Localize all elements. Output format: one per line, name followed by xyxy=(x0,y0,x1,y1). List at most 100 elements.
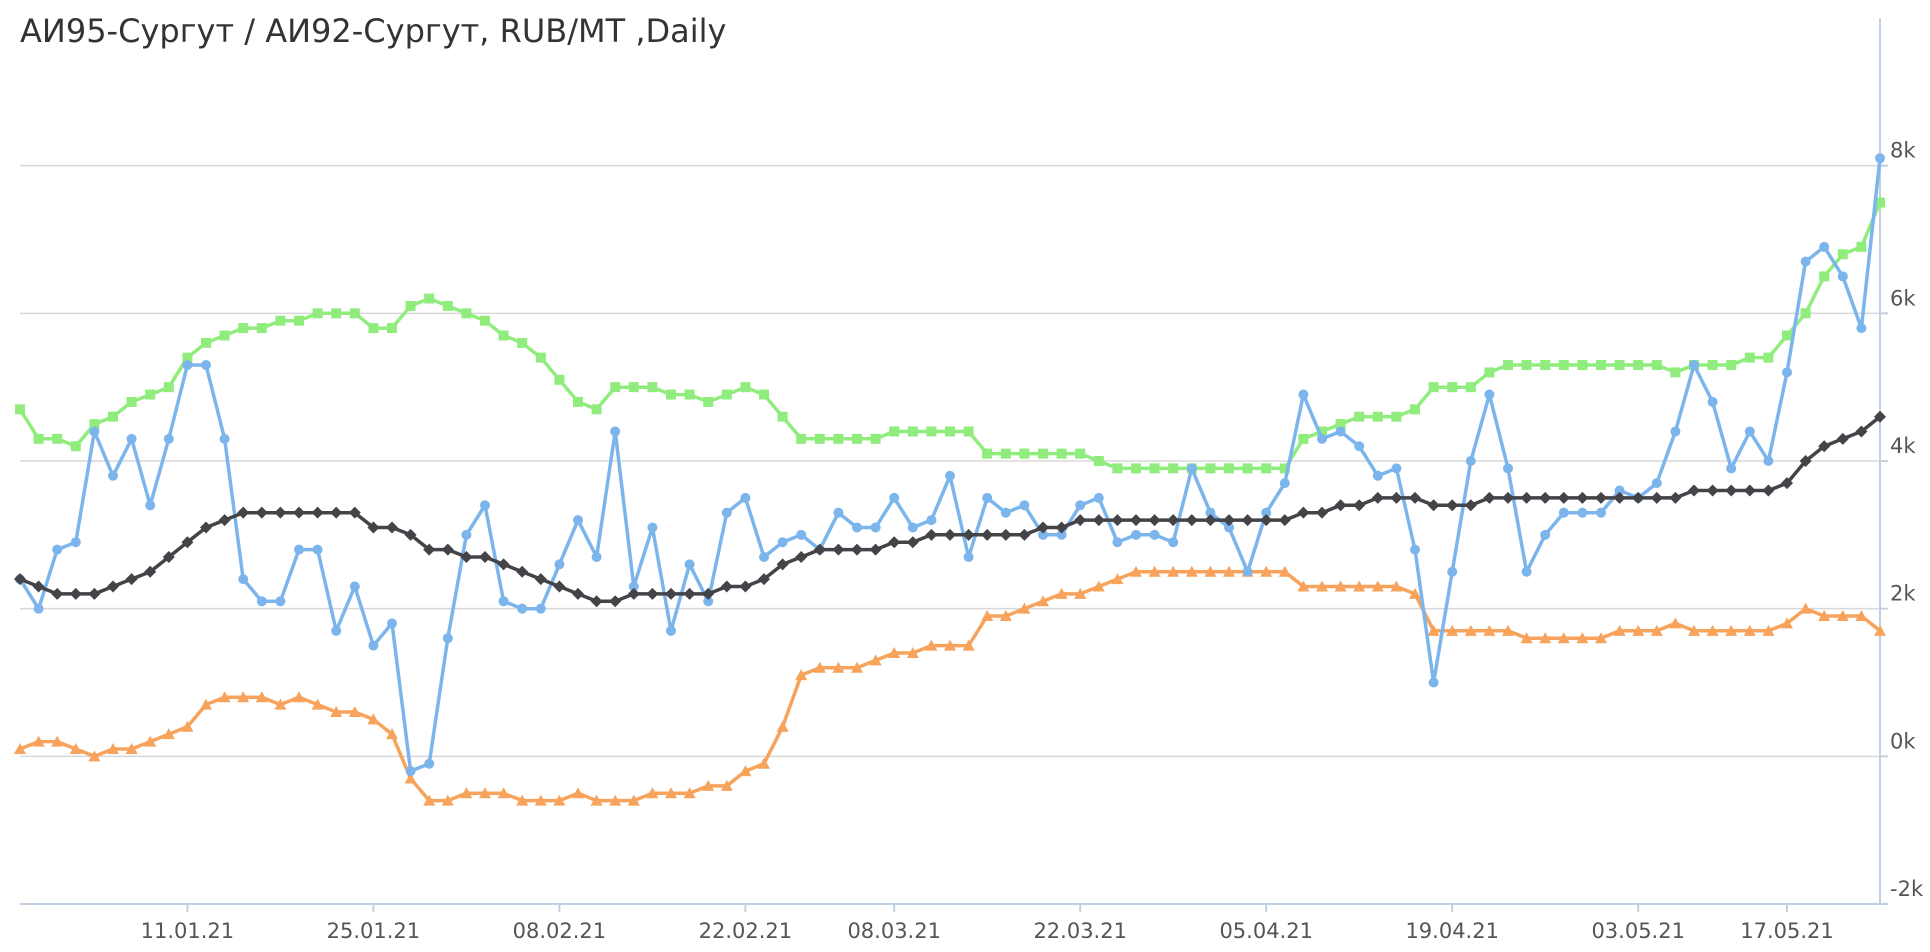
data-point xyxy=(1334,580,1347,592)
data-point xyxy=(870,522,881,533)
data-point xyxy=(1224,463,1234,474)
data-point xyxy=(200,698,212,710)
data-point xyxy=(144,565,157,578)
data-point xyxy=(740,382,751,393)
data-point xyxy=(1540,529,1551,540)
data-point xyxy=(293,691,305,703)
data-point xyxy=(1205,507,1216,518)
series-circle xyxy=(15,153,1885,777)
data-point xyxy=(703,596,714,607)
data-point xyxy=(795,669,808,681)
data-point xyxy=(666,389,676,400)
data-point xyxy=(69,742,82,754)
data-point xyxy=(1261,463,1272,474)
data-point xyxy=(1298,433,1309,444)
data-point xyxy=(1503,463,1513,474)
data-point xyxy=(1112,537,1123,548)
data-point xyxy=(813,661,826,673)
data-point xyxy=(88,750,101,762)
data-point xyxy=(945,470,955,481)
data-point xyxy=(14,573,26,586)
data-point xyxy=(1297,580,1310,592)
data-point xyxy=(498,596,509,607)
data-point xyxy=(1743,484,1756,497)
data-point xyxy=(331,625,342,636)
data-point xyxy=(646,587,659,600)
data-point xyxy=(1371,491,1384,504)
y-tick-label: 4k xyxy=(1890,434,1916,458)
data-point xyxy=(534,794,547,806)
data-point xyxy=(609,794,622,806)
series-square xyxy=(15,197,1885,474)
data-point xyxy=(777,537,788,548)
data-point xyxy=(534,573,547,586)
data-point xyxy=(758,757,770,769)
data-point xyxy=(666,625,676,636)
data-point xyxy=(330,706,343,718)
data-point xyxy=(201,337,211,348)
data-point xyxy=(1707,360,1718,371)
data-point xyxy=(312,544,323,555)
data-point xyxy=(348,506,361,519)
data-point xyxy=(33,433,44,444)
data-point xyxy=(15,404,25,415)
data-point xyxy=(739,580,752,593)
data-point xyxy=(1427,499,1440,512)
series-diamond xyxy=(14,410,1886,608)
x-tick-label: 19.04.21 xyxy=(1405,919,1499,943)
data-point xyxy=(219,433,230,444)
data-point xyxy=(1744,352,1755,363)
data-point xyxy=(720,779,733,791)
data-point xyxy=(275,596,286,607)
data-point xyxy=(1725,484,1738,497)
data-point xyxy=(758,573,770,586)
data-point xyxy=(311,698,324,710)
data-point xyxy=(1856,241,1867,252)
data-point xyxy=(1055,521,1068,534)
data-point xyxy=(535,603,546,614)
data-point xyxy=(1799,455,1812,467)
data-point xyxy=(1540,360,1551,371)
data-point xyxy=(703,396,714,407)
data-point xyxy=(1819,241,1830,252)
data-point xyxy=(32,580,45,593)
data-point xyxy=(1632,491,1645,504)
data-point xyxy=(1596,507,1606,518)
data-point xyxy=(256,323,267,334)
data-point xyxy=(610,426,621,437)
data-point xyxy=(1000,448,1011,459)
data-point xyxy=(982,492,993,503)
data-point xyxy=(1130,514,1142,527)
data-point xyxy=(107,580,119,593)
data-point xyxy=(852,433,862,444)
data-point xyxy=(218,691,231,703)
data-point xyxy=(1297,506,1310,519)
data-point xyxy=(1558,507,1569,518)
x-axis-tick-labels: 11.01.21 25.01.21 08.02.21 22.02.21 08.03.21… xyxy=(141,919,1834,943)
data-point xyxy=(1000,507,1011,518)
data-point xyxy=(1503,360,1513,371)
data-point xyxy=(1038,529,1048,540)
data-point xyxy=(386,521,398,534)
data-point xyxy=(126,433,137,444)
data-point xyxy=(1335,419,1346,430)
data-point xyxy=(963,551,974,562)
data-point xyxy=(1410,404,1420,415)
data-point xyxy=(591,551,602,562)
data-point xyxy=(1596,360,1606,371)
data-point xyxy=(1782,330,1792,341)
data-point xyxy=(1781,617,1793,629)
data-point xyxy=(573,396,583,407)
data-point xyxy=(107,742,119,754)
data-point xyxy=(1502,491,1514,504)
data-point xyxy=(311,506,324,519)
x-tick-label: 17.05.21 xyxy=(1740,919,1834,943)
data-point xyxy=(1241,514,1254,527)
data-point xyxy=(1633,360,1644,371)
data-point xyxy=(1224,522,1234,533)
data-point xyxy=(163,382,174,393)
data-point xyxy=(256,596,267,607)
data-point xyxy=(69,587,82,600)
data-point xyxy=(1409,491,1421,504)
